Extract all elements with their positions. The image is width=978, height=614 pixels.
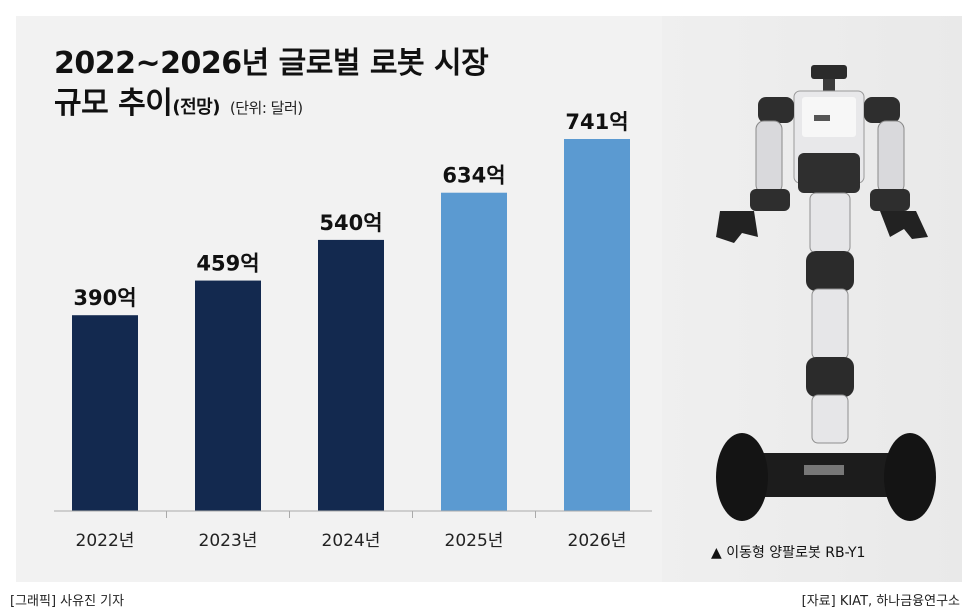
data-source: [자료] KIAT, 하나금융연구소 xyxy=(801,594,960,609)
bar-value-label-4: 741억 xyxy=(565,110,628,134)
title-line1: 2022~2026년 글로벌 로봇 시장 xyxy=(54,46,489,81)
bar-0 xyxy=(72,315,138,511)
title-line2-main: 규모 추이 xyxy=(54,86,173,121)
x-tick-label-4: 2026년 xyxy=(568,531,627,551)
title-unit: (단위: 달러) xyxy=(229,99,303,117)
bar-value-label-0: 390억 xyxy=(73,286,136,310)
graphic-credit: [그래픽] 사유진 기자 xyxy=(10,594,125,609)
robot-image xyxy=(716,65,936,521)
bar-value-label-3: 634억 xyxy=(442,164,505,188)
bars-group: 390억 459억 540억 634억 741억 xyxy=(72,110,630,512)
x-tick-label-2: 2024년 xyxy=(322,531,381,551)
x-tick-label-1: 2023년 xyxy=(199,531,258,551)
x-tick-label-0: 2022년 xyxy=(76,531,135,551)
bar-value-label-2: 540억 xyxy=(319,211,382,235)
x-axis-labels: 2022년 2023년 2024년 2025년 2026년 xyxy=(76,531,627,551)
photo-caption: ▲ 이동형 양팔로봇 RB-Y1 xyxy=(711,545,866,561)
x-axis-ticks xyxy=(166,511,536,518)
bar-chart: 390억 459억 540억 634억 741억 2022년 2023년 2024년 2025… xyxy=(54,110,652,551)
bar-1 xyxy=(195,280,261,511)
bar-4 xyxy=(564,139,630,511)
x-tick-label-3: 2025년 xyxy=(445,531,504,551)
title-line2: 규모 추이(전망) (단위: 달러) xyxy=(54,84,488,128)
bar-3 xyxy=(441,192,507,511)
title-forecast-note: (전망) xyxy=(172,97,220,118)
infographic-panel: 2022~2026년 글로벌 로봇 시장 규모 추이(전망) (단위: 달러) … xyxy=(16,16,962,582)
chart-title: 2022~2026년 글로벌 로봇 시장 규모 추이(전망) (단위: 달러) xyxy=(54,44,489,128)
bar-2 xyxy=(318,239,384,512)
bar-value-label-1: 459억 xyxy=(196,252,259,276)
